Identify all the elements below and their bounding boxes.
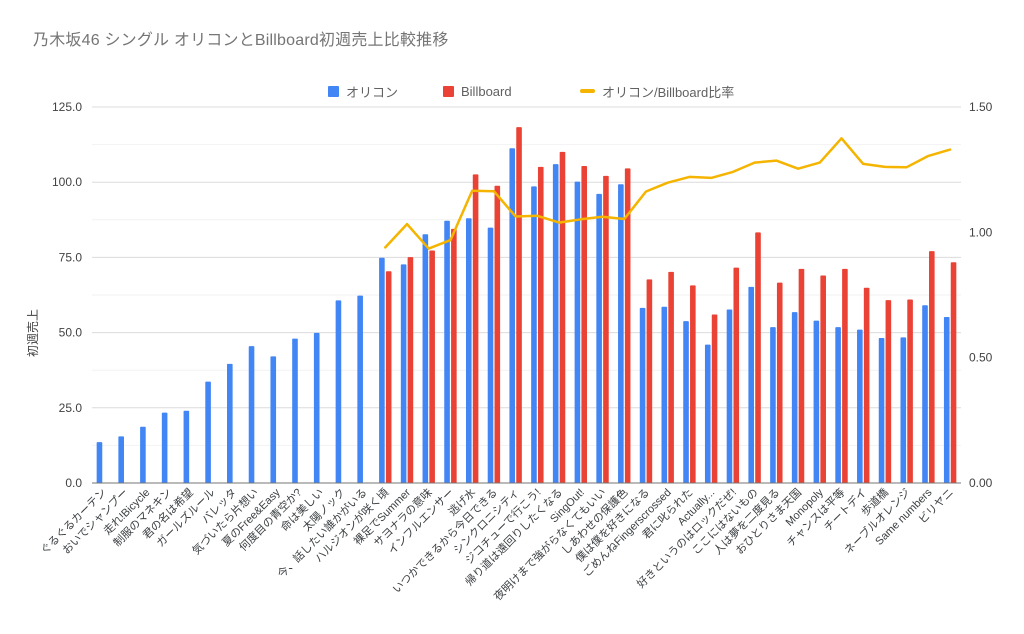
bar-billboard (820, 275, 826, 483)
bar-oricon (379, 257, 385, 483)
legend-item-ratio: オリコン/Billboard比率 (580, 84, 735, 100)
left-axis-tick-label: 50.0 (59, 326, 83, 340)
left-axis-tick-label: 125.0 (52, 100, 82, 114)
bar-billboard (776, 282, 783, 483)
billboard-swatch-icon (443, 85, 454, 97)
bar-billboard (690, 285, 696, 483)
bar-billboard (646, 279, 653, 483)
bar-billboard (624, 168, 631, 483)
bar-billboard (451, 228, 457, 483)
bar-oricon (878, 338, 885, 483)
bar-oricon (313, 332, 320, 483)
bar-oricon (813, 320, 820, 483)
bar-oricon (900, 337, 907, 483)
bar-oricon (422, 234, 429, 483)
bar-oricon (531, 186, 537, 483)
bar-billboard (559, 151, 566, 483)
left-axis-title: 初週売上 (25, 309, 40, 357)
left-axis-tick-label: 0.0 (65, 476, 82, 490)
bar-oricon (161, 412, 168, 483)
bar-oricon (487, 227, 494, 483)
bar-oricon (770, 327, 776, 483)
bar-oricon (704, 344, 711, 483)
bar-oricon (683, 321, 689, 483)
left-axis-tick-label: 75.0 (59, 250, 83, 264)
bar-oricon (748, 286, 755, 483)
right-axis-tick-label: 1.00 (969, 225, 993, 239)
bar-billboard (407, 257, 414, 483)
legend-label: オリコン (346, 84, 399, 100)
bar-oricon (248, 346, 255, 483)
bar-oricon (943, 316, 950, 483)
bar-oricon (292, 338, 298, 483)
bar-oricon (509, 148, 516, 483)
bar-oricon (552, 164, 559, 484)
legend-item-billboard: Billboard (443, 83, 512, 99)
bar-oricon (205, 381, 211, 483)
oricon-swatch-icon (328, 85, 339, 97)
left-axis-tick-label: 25.0 (59, 401, 83, 415)
bar-oricon (618, 184, 624, 483)
bar-billboard (516, 127, 522, 484)
bar-oricon (96, 442, 103, 483)
bar-billboard (950, 262, 957, 483)
bar-oricon (118, 436, 124, 483)
bar-oricon (922, 305, 928, 483)
bar-oricon (357, 295, 363, 483)
bar-billboard (798, 268, 805, 483)
bar-billboard (537, 166, 544, 484)
ratio-line (384, 137, 952, 250)
bar-oricon (227, 363, 233, 483)
bar-oricon (400, 264, 407, 483)
legend-label: オリコン/Billboard比率 (602, 84, 735, 100)
bar-oricon (857, 329, 863, 483)
bar-billboard (929, 251, 935, 483)
bar-oricon (444, 220, 450, 483)
bar-billboard (755, 232, 761, 483)
bar-billboard (885, 300, 892, 483)
bar-oricon (335, 300, 342, 483)
bar-oricon (661, 306, 668, 483)
bar-oricon (183, 410, 190, 483)
bar-billboard (863, 287, 870, 483)
bar-oricon (835, 327, 841, 483)
left-axis-tick-label: 100.0 (52, 175, 82, 189)
bar-oricon (596, 193, 602, 483)
chart-title: 乃木坂46 シングル オリコンとBillboard初週売上比較推移 (33, 32, 449, 49)
bar-oricon (791, 312, 798, 483)
right-axis-tick-label: 0.50 (969, 351, 993, 365)
bar-billboard (668, 271, 674, 483)
ratio-line-swatch-icon (580, 89, 595, 93)
bar-oricon (639, 307, 646, 483)
bar-billboard (581, 165, 588, 484)
bar-oricon (574, 181, 581, 484)
bar-billboard (842, 268, 848, 483)
bar-billboard (711, 314, 718, 483)
right-axis-tick-label: 1.50 (969, 100, 993, 114)
legend-label: Billboard (461, 83, 512, 99)
legend-item-oricon: オリコン (328, 84, 399, 100)
bar-oricon (726, 309, 733, 483)
bar-oricon (270, 356, 277, 483)
bar-billboard (472, 174, 479, 483)
bar-billboard (603, 175, 609, 484)
bar-billboard (494, 185, 501, 483)
bar-billboard (385, 271, 392, 483)
bar-billboard (907, 299, 913, 483)
bar-billboard (429, 250, 435, 483)
right-axis-tick-label: 0.00 (969, 476, 993, 490)
bar-billboard (733, 267, 740, 483)
bar-oricon (465, 218, 472, 483)
bar-oricon (140, 426, 146, 483)
